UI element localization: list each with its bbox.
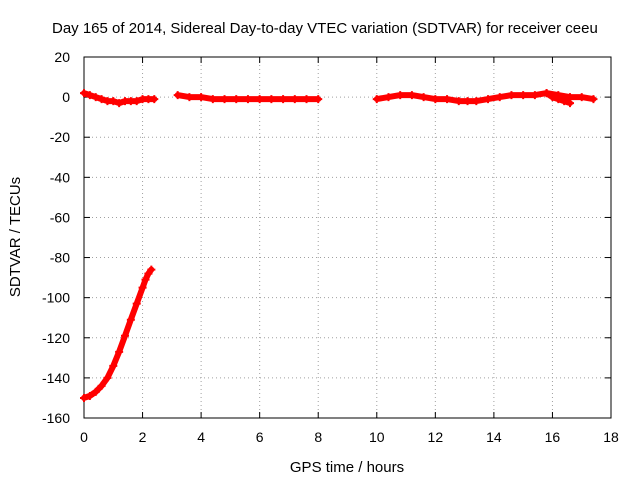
data-point	[173, 91, 182, 100]
data-point	[232, 95, 241, 104]
data-point	[396, 91, 405, 100]
data-point	[126, 315, 135, 324]
x-tick-label: 6	[256, 429, 264, 445]
data-point	[419, 93, 428, 102]
y-axis-label: SDTVAR / TECUs	[7, 177, 24, 297]
data-point	[132, 299, 141, 308]
data-point	[120, 331, 129, 340]
data-point	[548, 93, 557, 102]
data-point	[147, 265, 156, 274]
data-point	[132, 97, 141, 106]
y-tick-label: -160	[42, 410, 70, 426]
data-point	[85, 91, 94, 100]
x-tick-label: 12	[428, 429, 444, 445]
data-point	[566, 99, 575, 108]
data-point	[484, 95, 493, 104]
data-point	[80, 393, 88, 402]
data-point	[384, 93, 393, 102]
data-point	[80, 89, 88, 98]
data-point	[115, 99, 124, 108]
data-point	[314, 95, 323, 104]
chart-title: Day 165 of 2014, Sidereal Day-to-day VTE…	[52, 20, 598, 37]
data-point	[141, 275, 150, 284]
data-point	[560, 97, 569, 106]
data-point	[279, 95, 288, 104]
data-point	[443, 95, 452, 104]
ticks: 0 2 4 6 8 10 12 14 16 18 20 0 -20 -40 -60 -80 -100 -120 -1…	[42, 49, 619, 445]
x-tick-label: 16	[545, 429, 561, 445]
data-point	[255, 95, 264, 104]
data-point	[91, 387, 100, 396]
data-point	[589, 95, 598, 104]
y-tick-label: -20	[50, 129, 70, 145]
data-point	[431, 95, 440, 104]
x-tick-label: 10	[369, 429, 385, 445]
data-point	[197, 93, 206, 102]
data-point	[554, 95, 563, 104]
grid	[84, 57, 611, 418]
y-tick-label: -80	[50, 250, 70, 266]
data-point	[243, 95, 252, 104]
series-line-arc-decay	[81, 266, 155, 401]
data-point	[115, 347, 124, 356]
data-point	[97, 95, 106, 104]
data-point	[220, 95, 229, 104]
x-tick-label: 14	[486, 429, 502, 445]
data-point	[103, 373, 112, 382]
series-layer	[80, 89, 598, 402]
y-tick-label: -100	[42, 290, 70, 306]
y-tick-label: 20	[54, 49, 70, 65]
y-tick-label: -40	[50, 169, 70, 185]
data-point	[495, 93, 504, 102]
data-point	[463, 97, 472, 106]
plot-frame	[83, 56, 612, 419]
y-tick-label: -60	[50, 209, 70, 225]
data-point	[85, 391, 94, 400]
data-point	[91, 93, 100, 102]
x-tick-label: 8	[314, 429, 322, 445]
data-point	[542, 89, 551, 98]
y-tick-label: 0	[62, 89, 70, 105]
data-point	[267, 95, 276, 104]
data-point	[290, 95, 299, 104]
data-point	[138, 283, 147, 292]
data-point	[185, 93, 194, 102]
data-point	[507, 91, 516, 100]
x-tick-label: 4	[197, 429, 205, 445]
data-point	[97, 381, 106, 390]
data-point	[208, 95, 217, 104]
x-tick-label: 18	[603, 429, 619, 445]
y-tick-label: -140	[42, 370, 70, 386]
data-point	[302, 95, 311, 104]
x-tick-label: 2	[139, 429, 147, 445]
data-point	[519, 91, 528, 100]
data-point	[372, 95, 381, 104]
y-tick-label: -120	[42, 330, 70, 346]
x-tick-label: 0	[80, 429, 88, 445]
x-axis-label: GPS time / hours	[290, 459, 404, 476]
data-point	[150, 95, 159, 104]
data-point	[407, 91, 416, 100]
data-point	[109, 97, 118, 106]
data-point	[144, 269, 153, 278]
data-point	[109, 361, 118, 370]
data-point	[577, 93, 586, 102]
data-point	[530, 91, 539, 100]
data-point	[454, 97, 463, 106]
data-point	[472, 97, 481, 106]
